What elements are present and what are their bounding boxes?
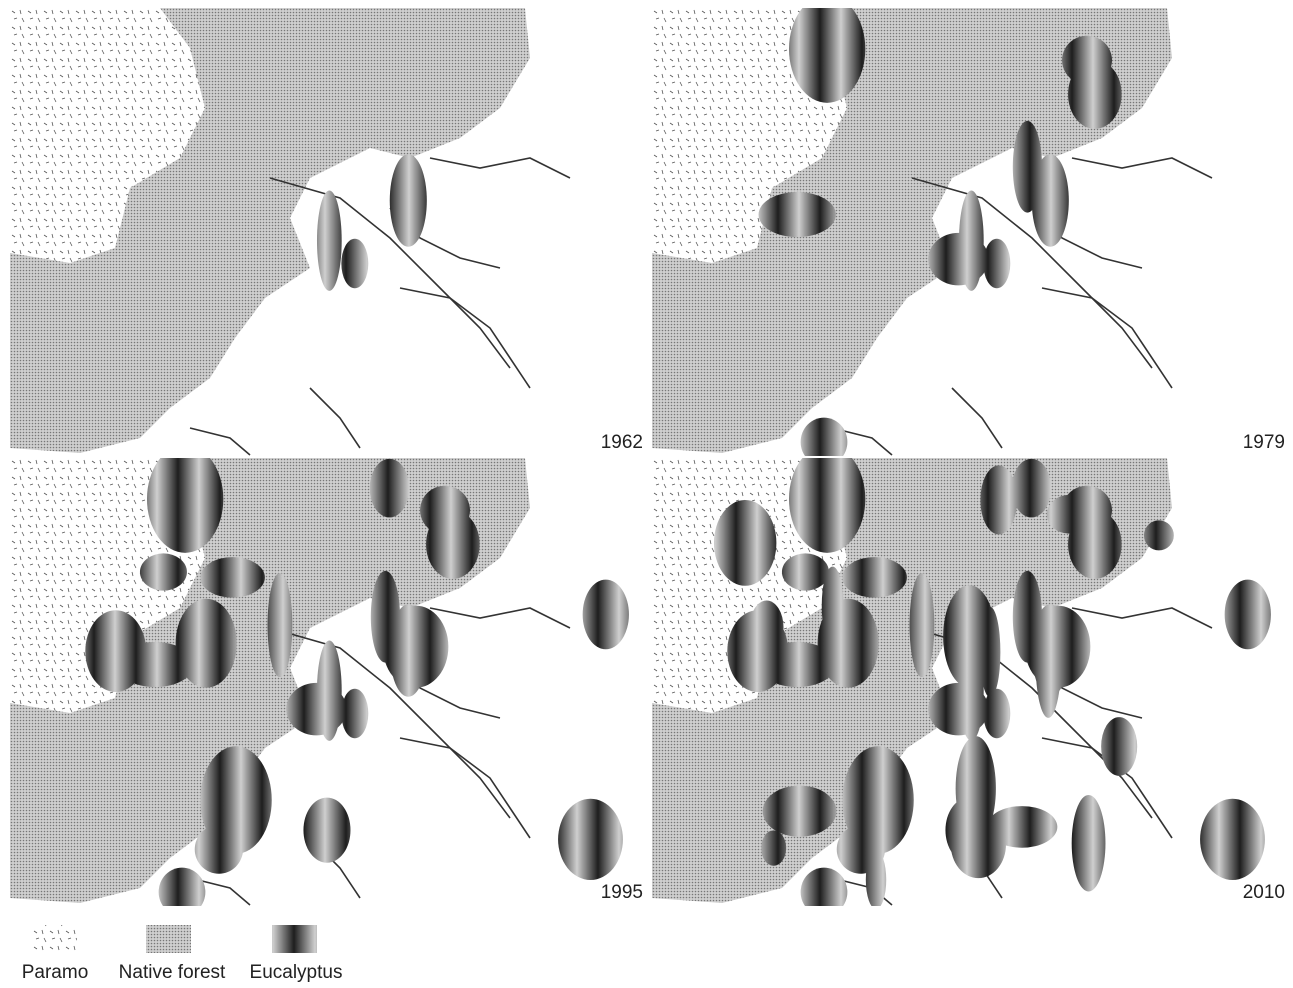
map-panel: 1995 (10, 445, 643, 916)
river (952, 388, 1002, 448)
river (190, 428, 250, 455)
eucalyptus-patch (714, 500, 776, 586)
map-layers (10, 445, 629, 916)
legend: Paramo Native forest Eucalyptus (22, 925, 343, 983)
eucalyptus-patch (317, 191, 342, 291)
eucalyptus-patch (866, 850, 886, 909)
eucalyptus-patch (176, 599, 237, 688)
eucalyptus-patch (383, 606, 449, 688)
eucalyptus-patch (268, 573, 293, 677)
legend-label: Native forest (119, 962, 226, 983)
river (1042, 288, 1172, 388)
year-label: 1962 (601, 432, 643, 453)
legend-label: Eucalyptus (250, 962, 343, 983)
eucalyptus-patch (761, 830, 786, 865)
eucalyptus-patch (1225, 580, 1271, 650)
eucalyptus-patch (558, 799, 623, 880)
eucalyptus-patch (341, 239, 368, 289)
river (1072, 608, 1212, 628)
map-panel: 2010 (652, 445, 1285, 916)
map-layers (652, 0, 1212, 466)
eucalyptus-patch (811, 478, 836, 510)
river (400, 738, 530, 838)
eucalyptus-patch (956, 736, 996, 840)
legend-swatch-forest (146, 925, 191, 953)
eucalyptus-patch (763, 786, 837, 837)
eucalyptus-patch (147, 445, 223, 553)
eucalyptus-patch (842, 557, 907, 598)
eucalyptus-patch (1072, 795, 1106, 891)
eucalyptus-patch (159, 868, 206, 917)
eucalyptus-patch (303, 798, 350, 863)
legend-swatch-eucalyptus (272, 925, 317, 953)
river (400, 288, 530, 388)
river (1072, 158, 1212, 178)
eucalyptus-patch (1068, 60, 1122, 129)
river (310, 388, 360, 448)
eucalyptus-patch (1144, 520, 1174, 550)
eucalyptus-patch (822, 567, 844, 645)
river (430, 158, 570, 178)
eucalyptus-patch (1036, 609, 1061, 718)
eucalyptus-patch (980, 465, 1017, 534)
eucalyptus-patch (782, 553, 829, 590)
eucalyptus-patch (910, 573, 935, 677)
eucalyptus-patch (1101, 717, 1137, 776)
legend-label: Paramo (22, 962, 89, 983)
eucalyptus-patch (140, 553, 187, 590)
map-layers (652, 445, 1271, 916)
year-label: 2010 (1243, 882, 1285, 903)
eucalyptus-patch (801, 868, 848, 917)
eucalyptus-patch (928, 233, 988, 285)
eucalyptus-patch (842, 746, 914, 853)
map-figure: 1962 1979 1995 2010 Paramo Native forest Eu… (0, 0, 1293, 983)
eucalyptus-patch (987, 806, 1058, 848)
eucalyptus-patch (928, 683, 988, 735)
map-panel: 1962 (10, 8, 643, 455)
eucalyptus-patch (583, 580, 629, 650)
eucalyptus-patch (1047, 495, 1091, 534)
eucalyptus-patch (390, 154, 427, 247)
eucalyptus-patch (759, 192, 836, 237)
river (430, 608, 570, 628)
panels: 1962 1979 1995 2010 (10, 0, 1285, 916)
eucalyptus-patch (943, 585, 995, 687)
eucalyptus-patch (370, 459, 409, 518)
eucalyptus-patch (750, 601, 784, 655)
eucalyptus-patch (1200, 799, 1265, 880)
eucalyptus-patch (1012, 459, 1051, 518)
map-layers (10, 8, 570, 455)
eucalyptus-patch (200, 746, 272, 853)
page: 1962 1979 1995 2010 Paramo Native forest Eu… (0, 0, 1293, 983)
eucalyptus-patch (85, 610, 146, 692)
year-label: 1995 (601, 882, 643, 903)
year-label: 1979 (1243, 432, 1285, 453)
map-panel: 1979 (652, 0, 1285, 466)
eucalyptus-patch (1013, 121, 1042, 213)
eucalyptus-patch (200, 557, 265, 598)
eucalyptus-patch (426, 510, 480, 579)
eucalyptus-patch (789, 0, 865, 103)
eucalyptus-patch (286, 683, 346, 735)
legend-swatch-paramo (32, 925, 77, 953)
